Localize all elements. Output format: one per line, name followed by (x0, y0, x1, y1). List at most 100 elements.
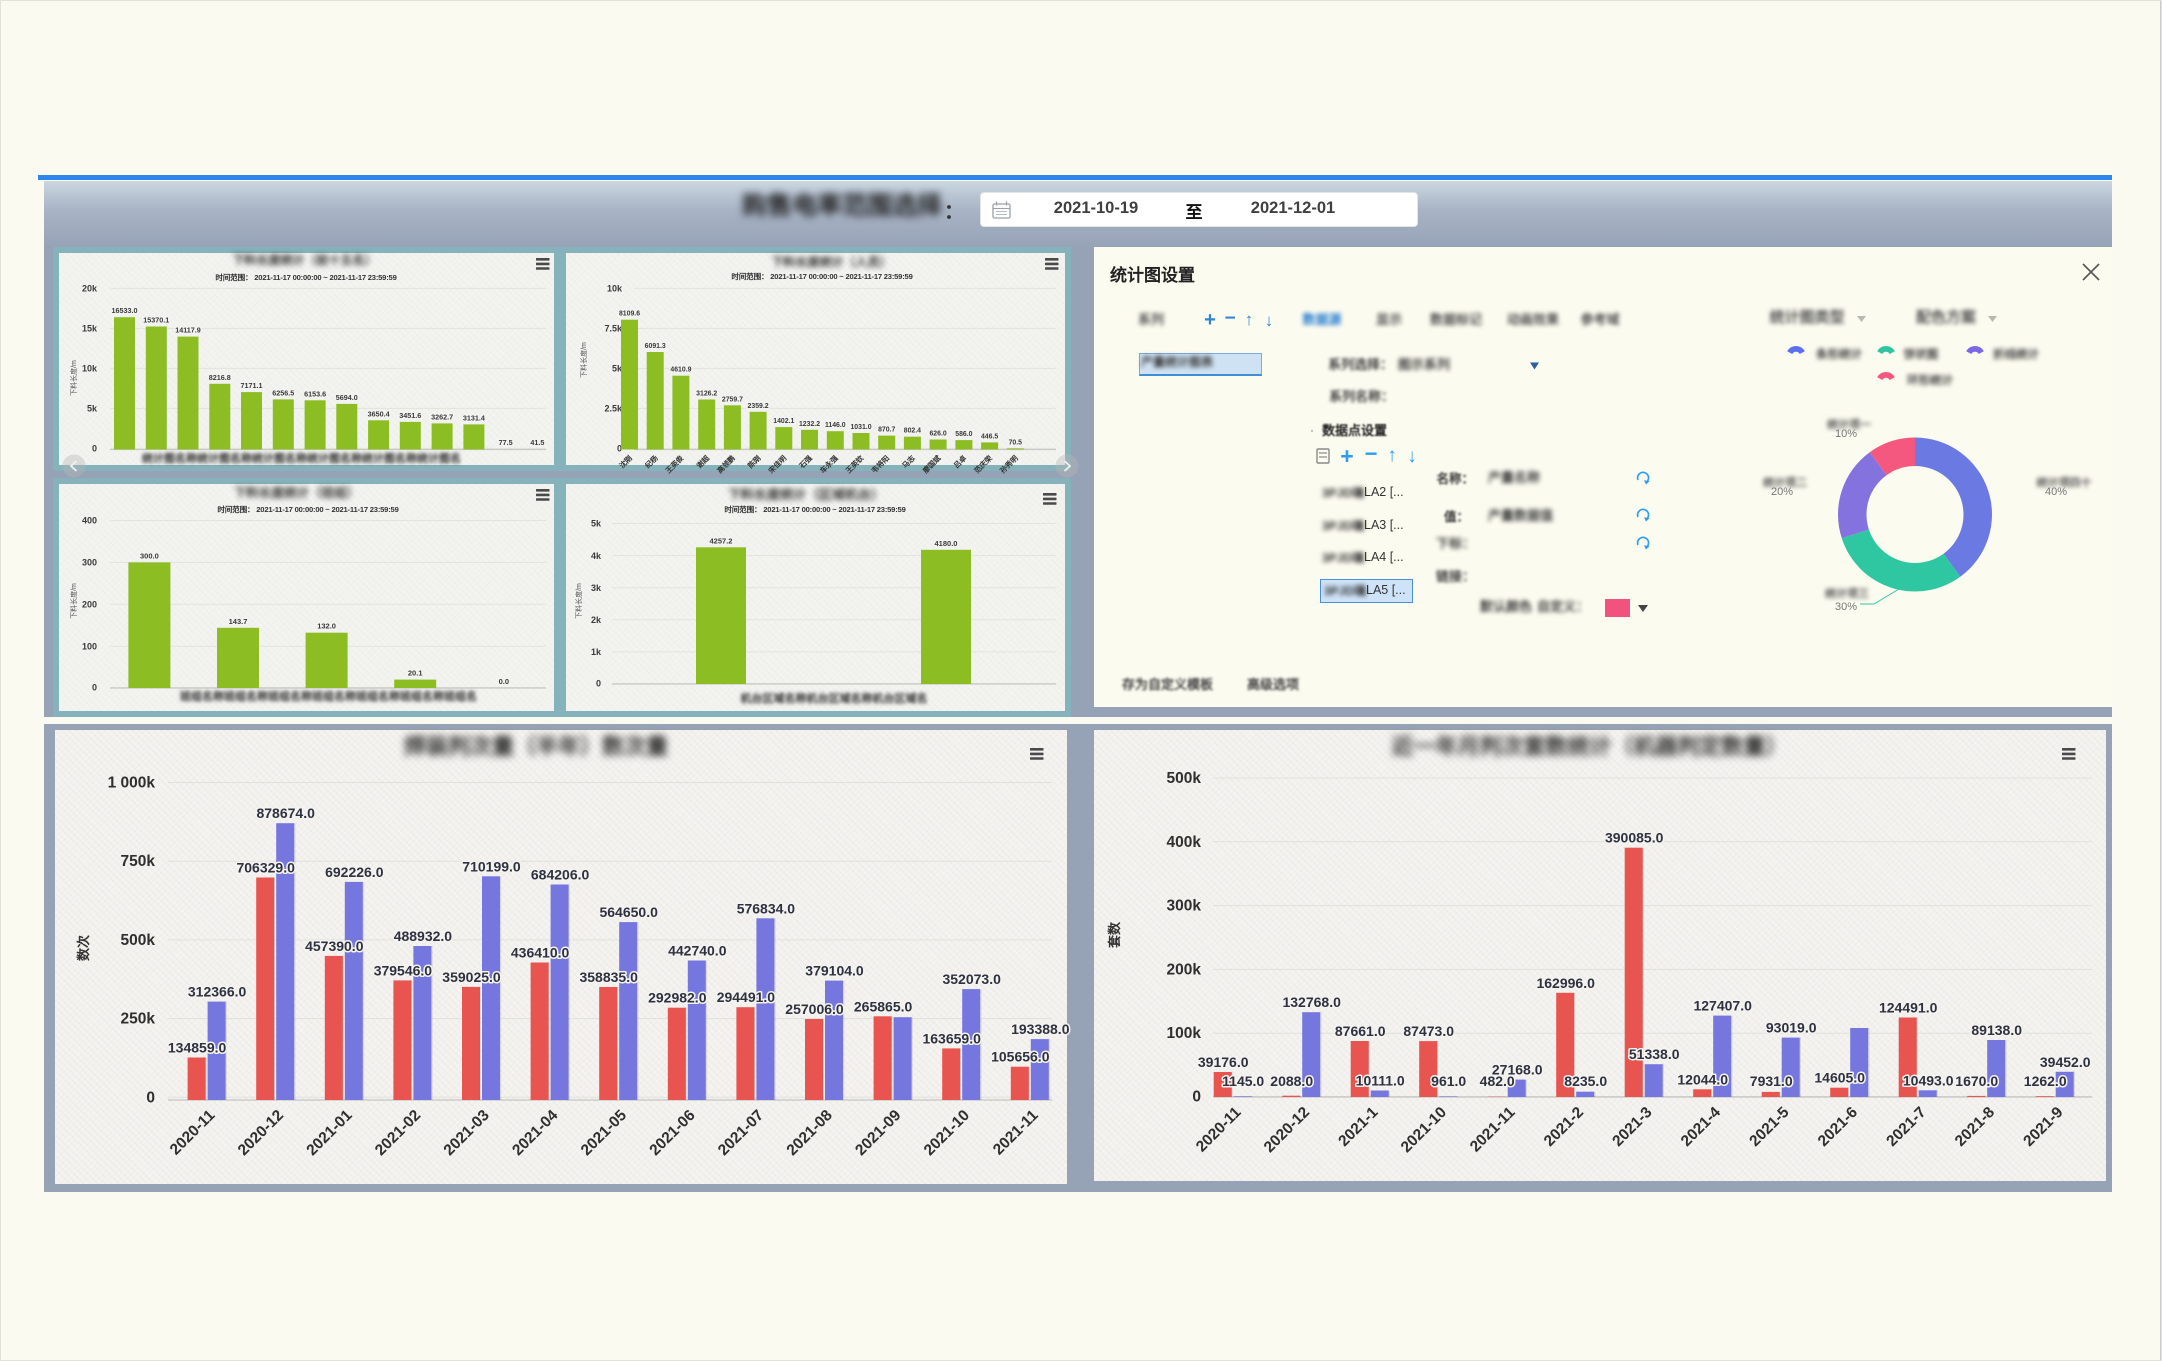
svg-text:446.5: 446.5 (981, 433, 998, 440)
svg-text:802.4: 802.4 (904, 428, 921, 435)
svg-text:3131.4: 3131.4 (463, 413, 485, 422)
svg-text:3k: 3k (591, 583, 602, 593)
svg-text:1262.0: 1262.0 (2024, 1073, 2067, 1089)
svg-text:1 000k: 1 000k (108, 775, 156, 792)
svg-text:3650.4: 3650.4 (368, 409, 390, 418)
svg-text:51338.0: 51338.0 (1629, 1046, 1680, 1062)
svg-text:100k: 100k (1167, 1025, 1202, 1042)
svg-text:3451.6: 3451.6 (399, 411, 421, 420)
svg-text:292982.0: 292982.0 (648, 990, 707, 1006)
svg-text:7.5k: 7.5k (604, 324, 623, 334)
svg-text:162996.0: 162996.0 (1536, 975, 1595, 991)
svg-text:0: 0 (1192, 1089, 1201, 1106)
svg-text:77.5: 77.5 (499, 438, 513, 447)
svg-text:2759.7: 2759.7 (722, 396, 743, 403)
svg-text:692226.0: 692226.0 (325, 864, 384, 880)
svg-text:379546.0: 379546.0 (374, 962, 433, 978)
svg-text:2021-08: 2021-08 (784, 1107, 837, 1160)
svg-text:87661.0: 87661.0 (1335, 1023, 1386, 1039)
svg-text:−: − (1365, 441, 1378, 466)
svg-text:1670.0: 1670.0 (1955, 1073, 1998, 1089)
svg-text:100: 100 (82, 641, 97, 651)
svg-text:200: 200 (82, 600, 97, 610)
svg-text:10111.0: 10111.0 (1356, 1073, 1405, 1089)
svg-text:车永强: 车永强 (818, 453, 840, 475)
svg-text:379104.0: 379104.0 (805, 963, 864, 979)
svg-text:2359.2: 2359.2 (748, 403, 769, 410)
svg-text:廖国斌: 廖国斌 (921, 453, 943, 475)
svg-text:684206.0: 684206.0 (531, 867, 590, 883)
svg-text:8235.0: 8235.0 (1564, 1073, 1607, 1089)
svg-text:710199.0: 710199.0 (462, 858, 521, 874)
svg-text:706329.0: 706329.0 (236, 860, 295, 876)
svg-text:0: 0 (92, 683, 97, 693)
svg-text:0: 0 (146, 1089, 155, 1106)
svg-text:265865.0: 265865.0 (854, 998, 913, 1014)
svg-text:10493.0: 10493.0 (1903, 1072, 1954, 1088)
svg-text:4180.0: 4180.0 (935, 539, 958, 548)
svg-text:5694.0: 5694.0 (336, 393, 358, 402)
svg-text:纪杨: 纪杨 (643, 454, 660, 471)
svg-text:359025.0: 359025.0 (442, 969, 501, 985)
svg-text:2021-10: 2021-10 (1398, 1104, 1450, 1156)
svg-text:132768.0: 132768.0 (1282, 994, 1341, 1010)
svg-text:10%: 10% (1835, 428, 1857, 440)
svg-text:范庆荣: 范庆荣 (972, 453, 994, 475)
svg-text:482.0: 482.0 (1480, 1073, 1515, 1089)
svg-text:500k: 500k (121, 932, 156, 949)
svg-text:+: + (1204, 309, 1216, 331)
svg-text:2021-05: 2021-05 (578, 1107, 631, 1160)
svg-text:王英俊: 王英俊 (664, 453, 686, 475)
svg-text:89138.0: 89138.0 (1971, 1022, 2022, 1038)
svg-text:2020-11: 2020-11 (167, 1107, 219, 1159)
svg-text:2021-6: 2021-6 (1815, 1104, 1861, 1150)
svg-text:谢超: 谢超 (695, 453, 712, 470)
svg-text:132.0: 132.0 (317, 622, 336, 631)
svg-text:7171.1: 7171.1 (241, 381, 263, 390)
svg-text:0.0: 0.0 (499, 677, 509, 686)
svg-text:200k: 200k (1167, 961, 1202, 978)
svg-text:2021-02: 2021-02 (372, 1107, 424, 1159)
svg-text:1145.0: 1145.0 (1222, 1073, 1264, 1089)
svg-text:134859.0: 134859.0 (168, 1040, 227, 1056)
svg-text:39176.0: 39176.0 (1198, 1054, 1249, 1070)
svg-text:2021-4: 2021-4 (1678, 1104, 1724, 1150)
svg-text:套数: 套数 (1107, 921, 1122, 949)
svg-text:2021-06: 2021-06 (646, 1107, 699, 1160)
svg-text:750k: 750k (121, 853, 156, 870)
svg-text:14117.9: 14117.9 (175, 326, 201, 335)
svg-text:2021-10: 2021-10 (921, 1107, 973, 1159)
svg-text:4k: 4k (591, 551, 602, 561)
svg-text:27168.0: 27168.0 (1492, 1062, 1543, 1078)
svg-text:高领鹏: 高领鹏 (715, 454, 737, 476)
svg-text:400k: 400k (1167, 834, 1202, 851)
svg-text:352073.0: 352073.0 (942, 971, 1001, 987)
svg-text:8109.6: 8109.6 (619, 311, 640, 318)
svg-text:↑: ↑ (1387, 445, 1397, 466)
svg-text:10k: 10k (607, 284, 623, 294)
svg-text:4257.2: 4257.2 (710, 536, 733, 545)
svg-text:5k: 5k (87, 404, 98, 414)
svg-text:韦将阳: 韦将阳 (869, 454, 891, 476)
svg-text:2021-07: 2021-07 (715, 1107, 767, 1159)
svg-text:宋佳明: 宋佳明 (766, 454, 788, 476)
svg-text:2088.0: 2088.0 (1270, 1073, 1313, 1089)
svg-text:2021-1: 2021-1 (1335, 1104, 1381, 1150)
svg-text:15k: 15k (82, 324, 98, 334)
svg-text:20%: 20% (1771, 486, 1793, 498)
svg-text:586.0: 586.0 (955, 431, 972, 438)
svg-text:孙秀明: 孙秀明 (998, 454, 1020, 476)
svg-text:457390.0: 457390.0 (305, 938, 364, 954)
svg-text:7931.0: 7931.0 (1750, 1073, 1793, 1089)
svg-text:564650.0: 564650.0 (599, 904, 658, 920)
svg-text:40%: 40% (2045, 486, 2067, 498)
svg-text:257006.0: 257006.0 (785, 1001, 844, 1017)
svg-text:163659.0: 163659.0 (922, 1030, 981, 1046)
svg-text:87473.0: 87473.0 (1403, 1023, 1454, 1039)
svg-text:↑: ↑ (1245, 310, 1254, 329)
svg-text:4610.9: 4610.9 (670, 367, 691, 374)
svg-text:442740.0: 442740.0 (668, 943, 727, 959)
svg-text:12044.0: 12044.0 (1677, 1071, 1728, 1087)
svg-text:294491.0: 294491.0 (717, 989, 776, 1005)
svg-text:马志: 马志 (900, 454, 917, 471)
